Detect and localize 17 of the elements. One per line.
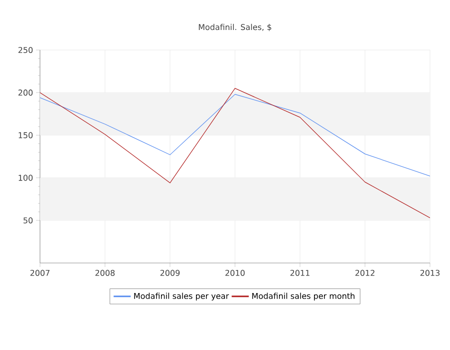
x-tick-label: 2007 (30, 270, 50, 276)
y-tick-label: 100 (18, 174, 33, 181)
x-tick-label: 2012 (355, 270, 374, 276)
x-tick-label: 2010 (225, 270, 245, 276)
x-tick-label: 2011 (290, 270, 310, 276)
y-tick-label: 200 (18, 90, 33, 96)
legend-label: Modafinil sales per month (252, 292, 354, 300)
chart-title: Modafinil. Sales, $ (198, 24, 272, 32)
line-series (40, 94, 430, 176)
legend-label: Modafinil sales per year (134, 292, 229, 300)
y-tick-label: 50 (24, 217, 33, 224)
y-tick-label: 150 (18, 132, 33, 138)
x-tick-label: 2008 (95, 270, 115, 276)
y-tick-label: 250 (18, 46, 33, 54)
line-series (40, 88, 430, 218)
x-tick-label: 2013 (420, 270, 440, 276)
x-tick-label: 2009 (160, 270, 180, 276)
